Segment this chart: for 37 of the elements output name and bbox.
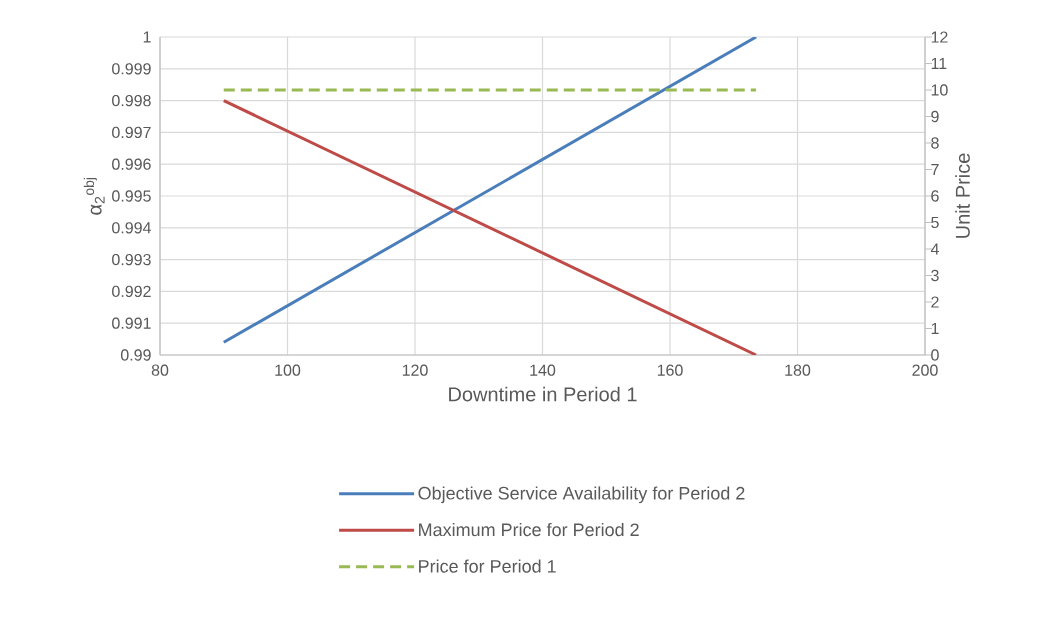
y2-tick-label: 3 bbox=[931, 269, 939, 282]
y-tick-label: 0.997 bbox=[112, 126, 151, 139]
x-tick-label: 160 bbox=[657, 364, 683, 376]
y-tick-label: 0.995 bbox=[112, 190, 151, 202]
y-tick-label: 0.991 bbox=[112, 317, 151, 329]
y2-tick-label: 5 bbox=[931, 216, 939, 229]
y-tick-label: 0.996 bbox=[112, 158, 151, 170]
y-tick-label: 0.99 bbox=[120, 349, 151, 361]
y2-tick-label: 7 bbox=[931, 163, 939, 175]
legend-label: Maximum Price for Period 2 bbox=[419, 522, 639, 537]
y-tick-label: 0.998 bbox=[112, 94, 151, 107]
y2-tick-label: 10 bbox=[931, 84, 948, 96]
x-tick-label: 120 bbox=[402, 364, 428, 376]
x-tick-label: 80 bbox=[151, 364, 169, 376]
y-tick-label: 0.993 bbox=[112, 253, 151, 266]
y2-tick-label: 11 bbox=[931, 57, 947, 69]
x-axis-title: Downtime in Period 1 bbox=[449, 386, 637, 402]
y-tick-label: 1 bbox=[143, 31, 151, 43]
y2-tick-label: 1 bbox=[931, 322, 939, 334]
y2-tick-label: 12 bbox=[931, 31, 948, 43]
y-axis-title: α$_{2}$obj bbox=[83, 177, 105, 215]
y2-tick-label: 9 bbox=[931, 110, 939, 123]
y2-tick-label: 8 bbox=[931, 137, 939, 149]
legend-label: Objective Service Availability for Period 2 bbox=[418, 486, 745, 504]
y-tick-label: 0.992 bbox=[112, 285, 151, 298]
x-tick-label: 140 bbox=[530, 364, 556, 376]
y2-tick-label: 2 bbox=[931, 296, 939, 308]
x-tick-label: 180 bbox=[785, 364, 811, 376]
legend-label: Price for Period 1 bbox=[419, 559, 556, 573]
y2-tick-label: 6 bbox=[931, 190, 939, 202]
y-tick-label: 0.994 bbox=[112, 222, 151, 234]
y-tick-label: 0.999 bbox=[112, 63, 151, 75]
y2-axis-title: Unit Price bbox=[955, 153, 970, 238]
y2-tick-label: 4 bbox=[930, 243, 939, 255]
y2-tick-label: 0 bbox=[931, 349, 939, 361]
x-tick-label: 200 bbox=[912, 364, 938, 376]
x-tick-label: 100 bbox=[275, 364, 301, 376]
